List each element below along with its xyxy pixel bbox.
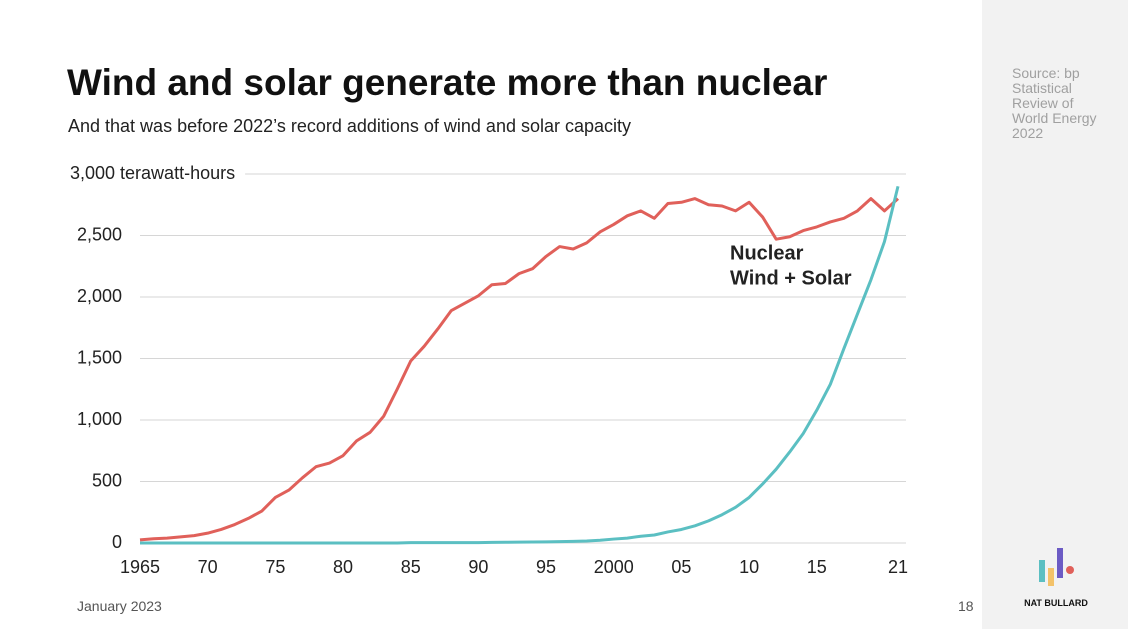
y-tick-label: 1,500: [77, 347, 122, 367]
x-tick-label: 1965: [120, 557, 160, 577]
y-tick-label: 3,000 terawatt-hours: [70, 163, 235, 183]
x-tick-label: 85: [401, 557, 421, 577]
legend-entry: Wind + Solar: [730, 267, 852, 289]
x-tick-label: 15: [807, 557, 827, 577]
chart-subtitle: And that was before 2022’s record additi…: [68, 116, 632, 136]
x-tick-label: 05: [671, 557, 691, 577]
y-tick-label: 500: [92, 470, 122, 490]
logo-bar: [1057, 548, 1063, 578]
y-tick-label: 1,000: [77, 409, 122, 429]
logo-bar: [1048, 568, 1054, 586]
footer-date: January 2023: [77, 598, 162, 614]
y-tick-label: 0: [112, 532, 122, 552]
x-tick-label: 80: [333, 557, 353, 577]
y-tick-label: 2,000: [77, 286, 122, 306]
chart-title: Wind and solar generate more than nuclea…: [67, 62, 828, 103]
x-tick-label: 75: [265, 557, 285, 577]
x-tick-label: 2000: [594, 557, 634, 577]
logo: [1039, 548, 1074, 586]
data-line: [139, 197, 900, 542]
logo-bar: [1039, 560, 1045, 582]
sidebar: [982, 0, 1128, 629]
x-tick-label: 95: [536, 557, 556, 577]
page-number: 18: [958, 598, 974, 614]
logo-dot: [1066, 566, 1074, 574]
y-tick-label: 2,500: [77, 224, 122, 244]
x-tick-label: 90: [468, 557, 488, 577]
brand-name: NAT BULLARD: [1024, 598, 1088, 608]
data-line: [140, 185, 900, 545]
source-note: Source: bp Statistical Review of World E…: [1012, 65, 1097, 141]
x-tick-label: 21: [888, 557, 908, 577]
x-tick-label: 70: [198, 557, 218, 577]
x-tick-label: 10: [739, 557, 759, 577]
legend-entry: Nuclear: [730, 242, 804, 264]
